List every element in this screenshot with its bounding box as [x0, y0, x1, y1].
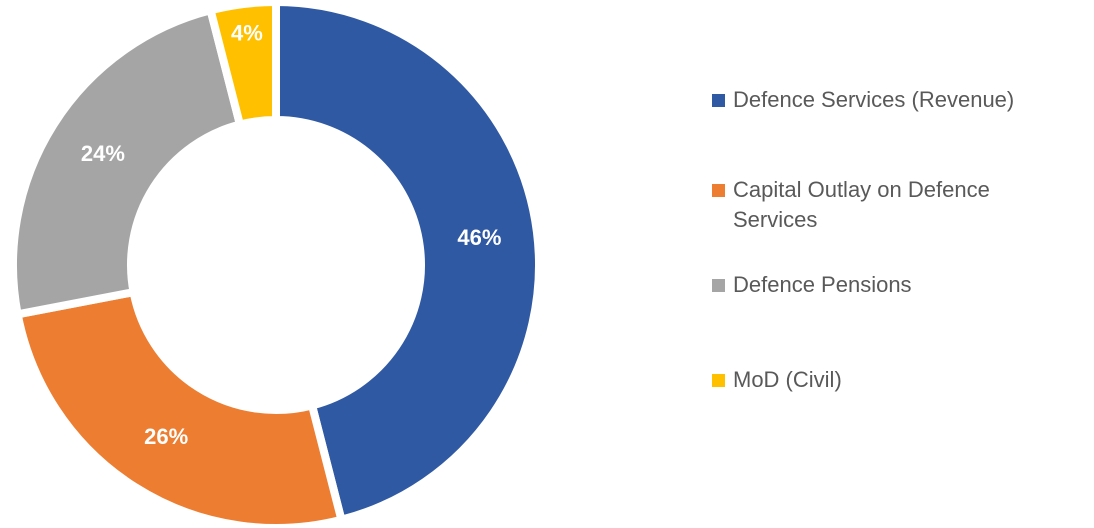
data-label: 24%	[81, 141, 125, 166]
legend-swatch	[712, 184, 725, 197]
data-label: 4%	[231, 21, 263, 46]
donut-slice	[9, 5, 245, 319]
legend-swatch	[712, 374, 725, 387]
legend-item: Defence Services (Revenue)	[712, 85, 1063, 115]
data-label: 46%	[457, 225, 501, 250]
donut-slice	[205, 0, 280, 130]
donut-slice	[272, 0, 543, 525]
legend-item: MoD (Civil)	[712, 365, 1063, 395]
legend-swatch	[712, 279, 725, 292]
legend-label: MoD (Civil)	[733, 367, 842, 392]
legend-label: Capital Outlay on Defence Services	[733, 177, 990, 232]
legend-label: Defence Services (Revenue)	[733, 87, 1015, 112]
donut-slice	[12, 287, 347, 528]
legend-item: Capital Outlay on Defence Services	[712, 175, 1063, 235]
legend-swatch	[712, 94, 725, 107]
data-label: 26%	[144, 424, 188, 449]
legend-label: Defence Pensions	[733, 272, 912, 297]
legend-item: Defence Pensions	[712, 270, 1063, 300]
